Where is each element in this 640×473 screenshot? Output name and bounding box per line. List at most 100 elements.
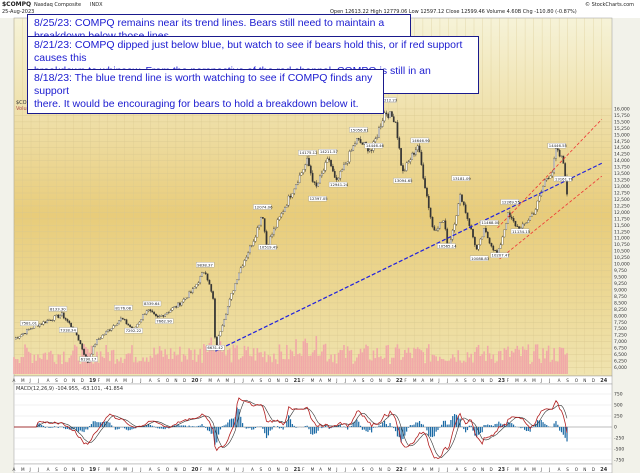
candle-body xyxy=(516,225,519,227)
volume-bar xyxy=(413,347,415,374)
volume-bar xyxy=(370,360,373,374)
x-tick-label: 23 xyxy=(498,378,505,384)
candle-body xyxy=(160,315,163,317)
volume-bar xyxy=(481,353,484,374)
volume-bar xyxy=(276,363,279,374)
x-tick-label: N xyxy=(379,378,382,383)
x-tick-label: M xyxy=(430,467,434,472)
volume-bar xyxy=(391,357,393,374)
volume-bar xyxy=(392,357,395,374)
macd-histogram-bar xyxy=(378,425,380,427)
macd-histogram-bar xyxy=(52,427,54,428)
candle-body xyxy=(22,333,25,335)
volume-bar xyxy=(501,360,504,374)
candle-body xyxy=(394,121,397,123)
macd-histogram-bar xyxy=(247,427,249,429)
macd-line xyxy=(14,397,568,459)
price-label-box xyxy=(206,345,225,351)
candle-body xyxy=(446,228,449,245)
candle-body xyxy=(531,213,533,217)
candle-body xyxy=(350,150,353,152)
volume-bar xyxy=(330,354,332,374)
macd-histogram-bar xyxy=(498,421,500,427)
price-label-box xyxy=(258,244,277,250)
macd-histogram-bar xyxy=(160,427,163,429)
volume-bar xyxy=(527,344,530,374)
y-tick-label: 8,000 xyxy=(614,313,627,319)
price-label-box xyxy=(547,142,566,149)
candle-body xyxy=(455,215,458,225)
volume-bar xyxy=(516,345,519,374)
candle-body xyxy=(217,335,220,346)
volume-bar xyxy=(206,351,209,374)
candle-body xyxy=(435,230,437,231)
candle-body xyxy=(330,159,332,167)
price-label-box xyxy=(196,262,215,268)
volume-bar xyxy=(455,361,458,374)
candle-body xyxy=(348,151,351,163)
price-label-box xyxy=(142,300,162,307)
x-tick-label: F xyxy=(507,467,510,472)
candle-body xyxy=(225,314,227,320)
x-tick-label: F xyxy=(98,467,101,472)
macd-histogram-bar xyxy=(522,427,524,428)
macd-histogram-bar xyxy=(560,427,563,433)
macd-indicator: 750 500 250 0 -250 -500 -750 xyxy=(14,392,624,464)
volume-bar xyxy=(475,347,478,374)
macd-histogram-bar xyxy=(562,427,564,435)
macd-histogram-bar xyxy=(413,424,415,427)
macd-histogram-bar xyxy=(76,427,78,431)
candle-body xyxy=(444,220,447,230)
volume-bar xyxy=(287,359,290,374)
volume-bar xyxy=(544,358,546,374)
volume-bar xyxy=(249,355,251,374)
x-tick-label: S xyxy=(55,467,58,472)
candle-body xyxy=(472,229,474,238)
x-tick-label: D xyxy=(592,378,595,383)
candle-body xyxy=(413,152,415,155)
volume-bar xyxy=(485,361,487,374)
candle-body xyxy=(285,205,288,208)
macd-histogram-bar xyxy=(487,424,489,427)
volume-bar xyxy=(474,351,476,374)
candle-body xyxy=(291,193,294,198)
volume-bar xyxy=(505,349,507,374)
volume-bar xyxy=(466,352,469,374)
volume-bar xyxy=(540,362,543,374)
candle-body xyxy=(269,236,272,245)
candle-body xyxy=(260,217,262,226)
candle-body xyxy=(243,260,246,267)
candle-body xyxy=(249,245,251,253)
macd-histogram-bar xyxy=(407,427,410,428)
volume-bar xyxy=(490,359,493,374)
x-tick-label: S xyxy=(157,467,160,472)
candle-body xyxy=(403,170,406,172)
macd-histogram-bar xyxy=(459,418,461,427)
y-tick-label: 7,500 xyxy=(614,326,627,332)
volume-bar xyxy=(265,362,268,374)
macd-histogram-bar xyxy=(90,424,93,427)
x-tick-label: M xyxy=(208,467,212,472)
candle-body xyxy=(29,328,32,330)
volume-bar xyxy=(286,345,288,374)
volume-bar xyxy=(175,355,178,374)
price-label-box xyxy=(124,327,143,334)
candle-body xyxy=(241,265,244,269)
volume-bar xyxy=(315,336,318,374)
macd-histogram-bar xyxy=(218,427,220,435)
candle-body xyxy=(474,236,476,246)
candle-body xyxy=(138,321,141,325)
candle-body xyxy=(558,149,561,157)
price-label: 16212.23 xyxy=(379,97,398,102)
volume-bar xyxy=(72,350,74,374)
macd-histogram-bar xyxy=(201,424,203,427)
candle-body xyxy=(158,316,161,318)
volume-bar xyxy=(62,351,65,374)
x-tick-label: A xyxy=(319,467,322,472)
candle-body xyxy=(129,325,131,327)
y-tick-label: 14,000 xyxy=(614,158,630,164)
macd-histogram-bar xyxy=(409,425,411,427)
macd-histogram-bar xyxy=(470,425,472,427)
price-label-box xyxy=(349,127,368,133)
macd-histogram-bar xyxy=(463,427,465,430)
